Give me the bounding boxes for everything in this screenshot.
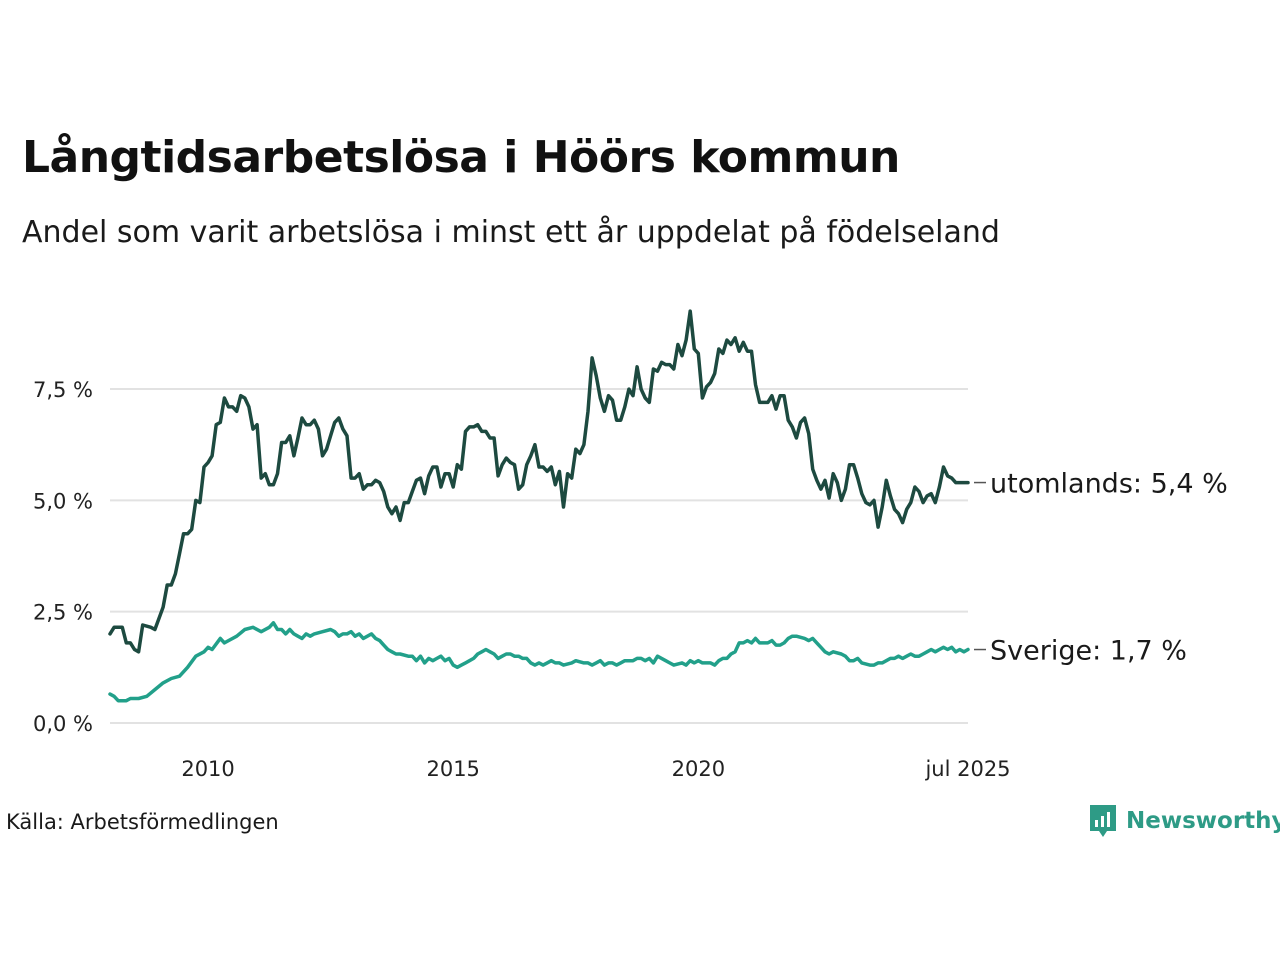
y-tick-label: 0,0 % xyxy=(33,712,93,736)
x-tick-label: 2020 xyxy=(672,757,725,781)
newsworthy-logo-icon xyxy=(1088,803,1118,839)
series-lines xyxy=(108,309,970,703)
chart-subtitle: Andel som varit arbetslösa i minst ett å… xyxy=(22,215,1000,250)
x-tick-label: 2015 xyxy=(426,757,479,781)
x-tick-label: 2010 xyxy=(181,757,234,781)
y-tick-label: 5,0 % xyxy=(33,489,93,513)
series-end-label: utomlands: 5,4 % xyxy=(990,469,1228,500)
line-chart: 0,0 % 2,5 % 5,0 % 7,5 % 2010 2015 2020 jul 202… xyxy=(33,309,1228,781)
series-end-label: Sverige: 1,7 % xyxy=(990,636,1187,667)
series-end-labels: utomlands: 5,4 % Sverige: 1,7 % xyxy=(974,469,1228,667)
series-line-utomlands xyxy=(108,309,970,654)
y-tick-label: 7,5 % xyxy=(33,378,93,402)
y-axis-tick-labels: 0,0 % 2,5 % 5,0 % 7,5 % xyxy=(33,378,93,736)
newsworthy-logo-text: Newsworthy xyxy=(1126,808,1280,834)
x-axis-tick-labels: 2010 2015 2020 jul 2025 xyxy=(181,757,1010,781)
newsworthy-logo[interactable]: Newsworthy xyxy=(1088,803,1280,839)
series-line-sverige xyxy=(108,621,970,703)
grid-lines xyxy=(110,388,968,724)
x-tick-label: jul 2025 xyxy=(924,757,1010,781)
chart-title: Långtidsarbetslösa i Höörs kommun xyxy=(22,132,900,183)
source-note: Källa: Arbetsförmedlingen xyxy=(6,810,279,834)
y-tick-label: 2,5 % xyxy=(33,601,93,625)
